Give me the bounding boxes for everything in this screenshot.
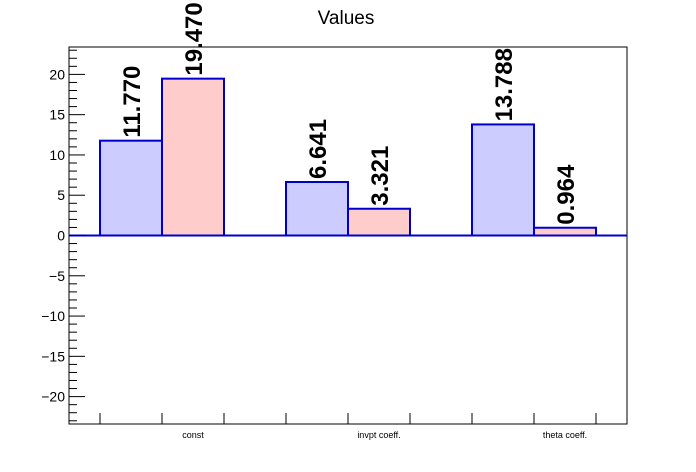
- labels-layer: 11.770 6.641 13.788 19.470 3.321 0.964: [119, 2, 580, 224]
- bar-theta-coeff--s2: [533, 226, 597, 237]
- y-tick-label: −5: [49, 268, 65, 284]
- chart-title: Values: [318, 8, 375, 29]
- data-label: 19.470: [181, 2, 208, 75]
- y-tick-label: 20: [49, 66, 65, 82]
- y-tick-label: 10: [49, 147, 65, 163]
- data-label: 13.788: [491, 48, 518, 121]
- y-tick-label: −15: [41, 348, 65, 364]
- y-tick-label: 15: [49, 107, 65, 123]
- x-tick-label: invpt coeff.: [357, 430, 400, 440]
- x-tick-label: const: [182, 430, 204, 440]
- data-label: 3.321: [367, 146, 394, 206]
- bar-invpt-coeff--s1: [285, 181, 349, 237]
- axes-layer: −20 −15 −10 −5 0 5 10 15 20 const invpt coeff. thet…: [41, 46, 628, 440]
- data-label: 11.770: [119, 66, 146, 138]
- data-label: 0.964: [553, 164, 580, 225]
- data-label: 6.641: [305, 119, 332, 179]
- y-tick-label: −10: [41, 308, 65, 324]
- bar-invpt-coeff--s2: [347, 207, 411, 237]
- bar-const-s2: [161, 77, 225, 237]
- bar-theta-coeff--s1: [471, 123, 535, 237]
- y-tick-label: 0: [57, 228, 65, 244]
- y-tick-label: 5: [57, 187, 65, 203]
- bars-layer: [99, 77, 597, 237]
- y-tick-label: −20: [41, 389, 65, 405]
- bar-const-s1: [99, 139, 163, 237]
- x-tick-label: theta coeff.: [543, 430, 587, 440]
